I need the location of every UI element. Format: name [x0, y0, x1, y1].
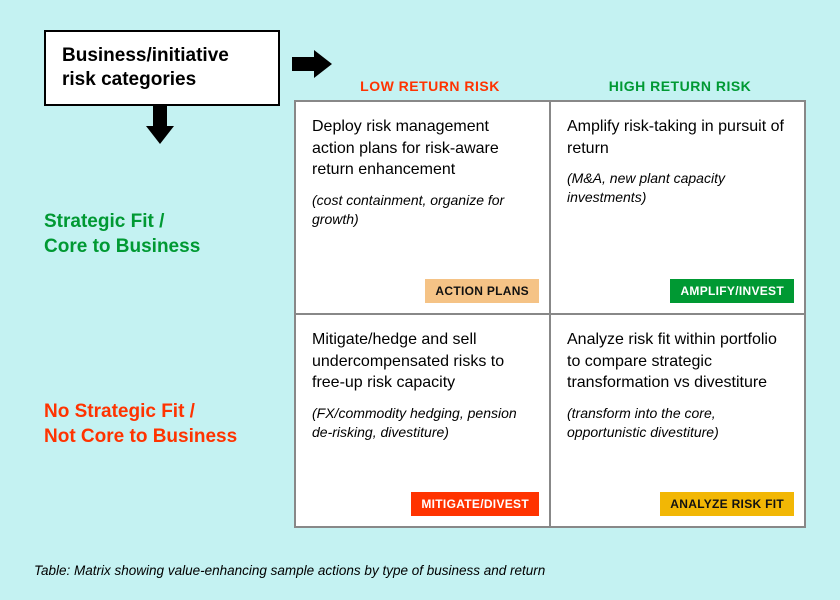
cell-main: Mitigate/hedge and sell undercompensated…	[312, 329, 533, 394]
cell-r0c0: Deploy risk management action plans for …	[295, 101, 550, 314]
row-label-text: Strategic Fit /Core to Business	[44, 211, 200, 257]
cell-main: Deploy risk management action plans for …	[312, 116, 533, 181]
title-text: Business/initiative risk categories	[62, 45, 229, 90]
cell-r1c1: Analyze risk fit within portfolio to com…	[550, 314, 805, 527]
column-header-low: LOW RETURN RISK	[310, 78, 550, 94]
caption-text: Table: Matrix showing value-enhancing sa…	[34, 563, 545, 578]
cell-main: Amplify risk-taking in pursuit of return	[567, 116, 788, 159]
badge-analyze-risk-fit: ANALYZE RISK FIT	[660, 492, 794, 516]
badge-action-plans: ACTION PLANS	[425, 279, 539, 303]
cell-r0c1: Amplify risk-taking in pursuit of return…	[550, 101, 805, 314]
row-label-nonstrategic: No Strategic Fit /Not Core to Business	[44, 400, 280, 449]
cell-sub: (FX/commodity hedging, pension de-riskin…	[312, 404, 533, 442]
cell-sub: (transform into the core, opportunistic …	[567, 404, 788, 442]
cell-main: Analyze risk fit within portfolio to com…	[567, 329, 788, 394]
matrix-grid: Deploy risk management action plans for …	[294, 100, 806, 528]
cell-sub: (M&A, new plant capacity investments)	[567, 169, 788, 207]
badge-mitigate-divest: MITIGATE/DIVEST	[411, 492, 539, 516]
cell-sub: (cost containment, organize for growth)	[312, 191, 533, 229]
badge-amplify-invest: AMPLIFY/INVEST	[670, 279, 794, 303]
cell-r1c0: Mitigate/hedge and sell undercompensated…	[295, 314, 550, 527]
row-label-text: No Strategic Fit /Not Core to Business	[44, 401, 237, 447]
diagram-container: Business/initiative risk categories LOW …	[0, 0, 840, 600]
title-box: Business/initiative risk categories	[44, 30, 280, 106]
column-header-high: HIGH RETURN RISK	[560, 78, 800, 94]
row-label-strategic: Strategic Fit /Core to Business	[44, 210, 280, 259]
